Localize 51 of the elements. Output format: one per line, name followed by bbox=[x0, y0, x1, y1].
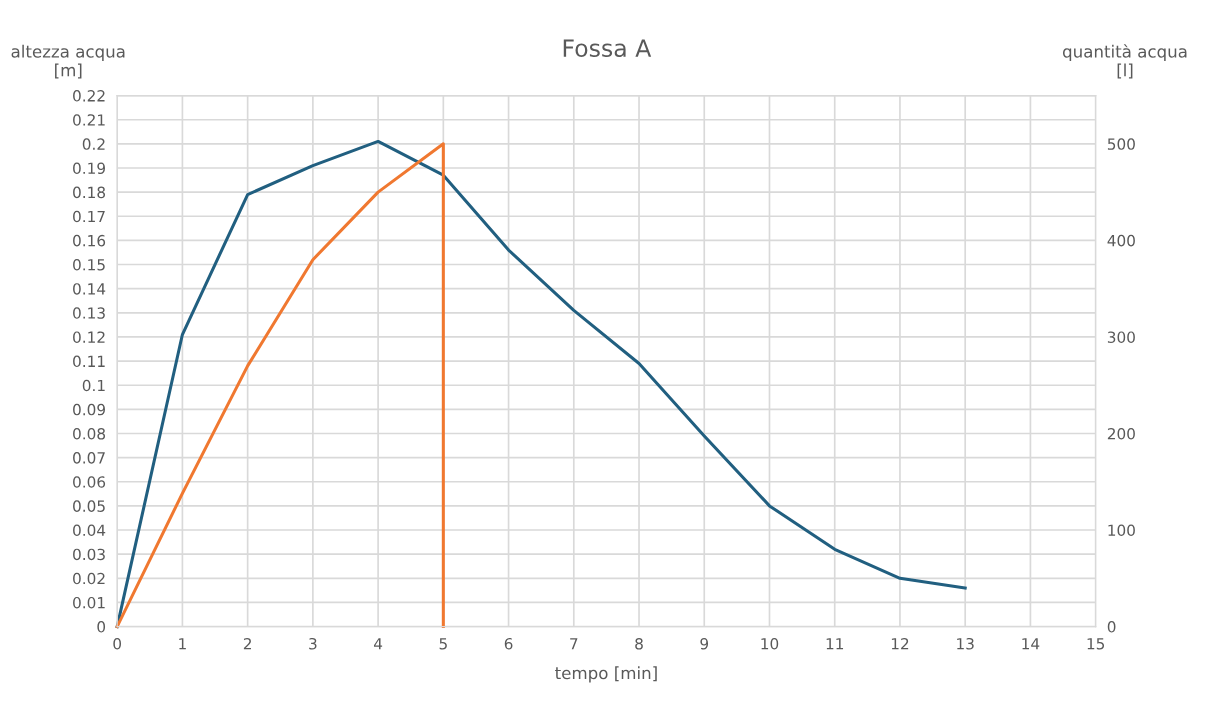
x-tick-label: 8 bbox=[635, 637, 643, 650]
y-tick-label: 0.1 bbox=[82, 379, 105, 392]
y-tick-label: 0.21 bbox=[73, 114, 105, 126]
y-tick-label: 0.17 bbox=[73, 210, 105, 223]
x-tick-label: 10 bbox=[761, 637, 779, 650]
y-tick-label: 0.04 bbox=[73, 524, 106, 537]
x-tick-label: 6 bbox=[504, 637, 513, 650]
x-tick-label: 3 bbox=[309, 637, 317, 650]
y-tick-label: 0.19 bbox=[73, 162, 105, 175]
x-axis-title: tempo [min] bbox=[555, 666, 657, 683]
x-tick-label: 11 bbox=[826, 638, 844, 650]
y-tick-label: 0.06 bbox=[73, 476, 106, 488]
x-tick-label: 2 bbox=[243, 637, 251, 650]
x-tick-label: 0 bbox=[113, 637, 122, 650]
x-tick-label: 9 bbox=[700, 637, 709, 650]
y2-tick-label: 100 bbox=[1108, 524, 1135, 537]
x-tick-label: 1 bbox=[179, 638, 186, 650]
x-tick-label: 7 bbox=[570, 638, 578, 650]
y-tick-label: 0.2 bbox=[82, 138, 105, 150]
x-tick-label: 14 bbox=[1022, 638, 1040, 650]
y-tick-label: 0.07 bbox=[73, 452, 105, 464]
y-tick-label: 0.15 bbox=[73, 259, 105, 271]
x-tick-label: 12 bbox=[891, 637, 909, 650]
x-tick-label: 15 bbox=[1087, 638, 1105, 650]
y2-tick-label: 0 bbox=[1107, 621, 1116, 633]
y-tick-label: 0.05 bbox=[73, 500, 105, 512]
line-series bbox=[115, 142, 445, 629]
y-tick-label: 0 bbox=[97, 621, 106, 633]
chart-title: Fossa A bbox=[563, 39, 652, 58]
y-tick-label: 0.03 bbox=[73, 548, 105, 561]
y-tick-label: 0.02 bbox=[73, 572, 105, 585]
y2-axis-title: quantità acqua [l] bbox=[1063, 44, 1187, 79]
y-tick-label: 0.16 bbox=[73, 234, 106, 247]
y-tick-label: 0.11 bbox=[73, 355, 105, 368]
y-tick-label: 0.14 bbox=[73, 283, 106, 295]
y2-tick-label: 300 bbox=[1107, 331, 1135, 343]
x-tick-label: 5 bbox=[439, 638, 447, 650]
y-tick-label: 0.08 bbox=[73, 427, 106, 440]
x-tick-label: 13 bbox=[957, 637, 974, 650]
line-series bbox=[115, 139, 967, 629]
y-axis-title: altezza acqua [m] bbox=[11, 44, 125, 79]
y-tick-label: 0.12 bbox=[73, 331, 105, 343]
y-tick-label: 0.22 bbox=[73, 90, 105, 102]
y-tick-label: 0.13 bbox=[73, 307, 105, 319]
x-tick-label: 4 bbox=[373, 638, 383, 650]
y2-tick-label: 200 bbox=[1107, 427, 1135, 440]
y-tick-label: 0.09 bbox=[73, 403, 105, 416]
y2-tick-label: 400 bbox=[1107, 234, 1135, 247]
y-tick-label: 0.01 bbox=[73, 596, 105, 609]
y2-tick-label: 500 bbox=[1107, 138, 1135, 150]
y-tick-label: 0.18 bbox=[73, 186, 106, 199]
